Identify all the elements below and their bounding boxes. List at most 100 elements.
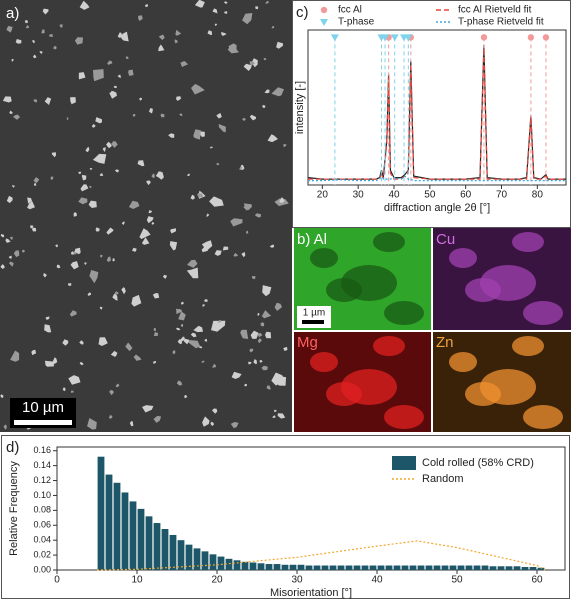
bar	[129, 501, 137, 570]
x-axis-label: Misorientation [°]	[270, 587, 352, 599]
bar	[353, 565, 361, 570]
x-tick-label: 0	[54, 575, 60, 586]
map-blob	[512, 336, 544, 356]
map-label: Mg	[297, 334, 318, 351]
bar	[177, 540, 185, 570]
particle	[92, 125, 96, 128]
particle	[277, 413, 286, 419]
y-tick-label: 0.04	[33, 535, 51, 545]
x-tick-label: 30	[353, 190, 365, 201]
particle	[2, 96, 12, 103]
bar	[449, 565, 457, 570]
particle	[221, 32, 227, 36]
particle	[216, 162, 220, 166]
particle	[271, 26, 275, 29]
particle	[240, 166, 243, 170]
particle	[188, 340, 201, 349]
y-tick-label: 0.14	[33, 460, 51, 470]
particle	[98, 337, 108, 346]
x-tick-label: 80	[532, 190, 544, 201]
particle	[204, 338, 208, 342]
bar	[137, 508, 145, 570]
particle	[67, 283, 72, 286]
particle	[106, 141, 112, 149]
particle	[52, 357, 58, 364]
map-blob	[373, 336, 405, 356]
particle	[201, 246, 208, 253]
y-tick-label: 0.10	[33, 490, 51, 500]
x-tick-label: 50	[451, 575, 463, 586]
particle	[66, 117, 69, 120]
particle	[253, 359, 258, 365]
particle	[214, 250, 222, 256]
particle	[170, 228, 177, 234]
bar	[273, 564, 281, 570]
particle	[89, 185, 92, 189]
particle	[137, 160, 145, 167]
marker	[542, 34, 550, 41]
particle	[39, 51, 43, 54]
map-blob	[310, 248, 338, 268]
map-blob	[384, 301, 424, 325]
bar	[521, 567, 529, 570]
y-tick-label: 0.16	[33, 445, 51, 455]
particle	[99, 173, 104, 176]
particle	[160, 113, 165, 118]
particle	[207, 30, 213, 35]
particle	[31, 40, 35, 44]
bar	[489, 566, 497, 570]
particle	[69, 310, 77, 317]
bar	[249, 562, 257, 570]
particle	[212, 408, 218, 414]
particle	[125, 342, 133, 352]
particle	[211, 320, 226, 332]
particle	[230, 422, 239, 429]
particle	[117, 74, 122, 78]
particle	[142, 405, 154, 413]
bar	[169, 534, 177, 570]
particle	[131, 294, 142, 307]
particle	[242, 13, 253, 25]
particle	[144, 4, 148, 8]
particle	[68, 375, 81, 385]
bar	[289, 564, 297, 570]
marker	[330, 34, 339, 42]
bar	[257, 563, 265, 570]
particle	[139, 97, 142, 101]
particle	[200, 131, 205, 137]
map-blob	[384, 405, 424, 429]
particle	[56, 264, 61, 269]
legend-label: Random	[422, 473, 464, 485]
particle	[45, 316, 50, 320]
map-blob	[465, 278, 501, 302]
particle	[139, 228, 151, 239]
scale-bar	[302, 320, 324, 324]
particle	[271, 87, 284, 97]
particle	[111, 141, 118, 148]
particle	[121, 221, 125, 225]
bar	[121, 492, 129, 570]
particle	[87, 292, 92, 296]
bar	[217, 556, 225, 570]
particle	[45, 360, 54, 367]
particle	[55, 244, 58, 248]
particle	[109, 389, 114, 396]
particle	[243, 63, 252, 71]
bar	[209, 554, 217, 570]
particle	[186, 267, 199, 279]
bar	[377, 565, 385, 570]
particle	[78, 171, 82, 175]
particle	[100, 254, 103, 258]
particle	[183, 338, 190, 345]
particle	[271, 372, 285, 386]
marker	[320, 6, 328, 14]
bar	[393, 565, 401, 570]
particle	[184, 395, 188, 399]
particle	[203, 299, 208, 302]
particle	[151, 173, 155, 179]
legend-label: T-phase	[338, 17, 375, 28]
bar	[265, 564, 273, 570]
particle	[255, 6, 259, 10]
particle	[24, 20, 28, 24]
